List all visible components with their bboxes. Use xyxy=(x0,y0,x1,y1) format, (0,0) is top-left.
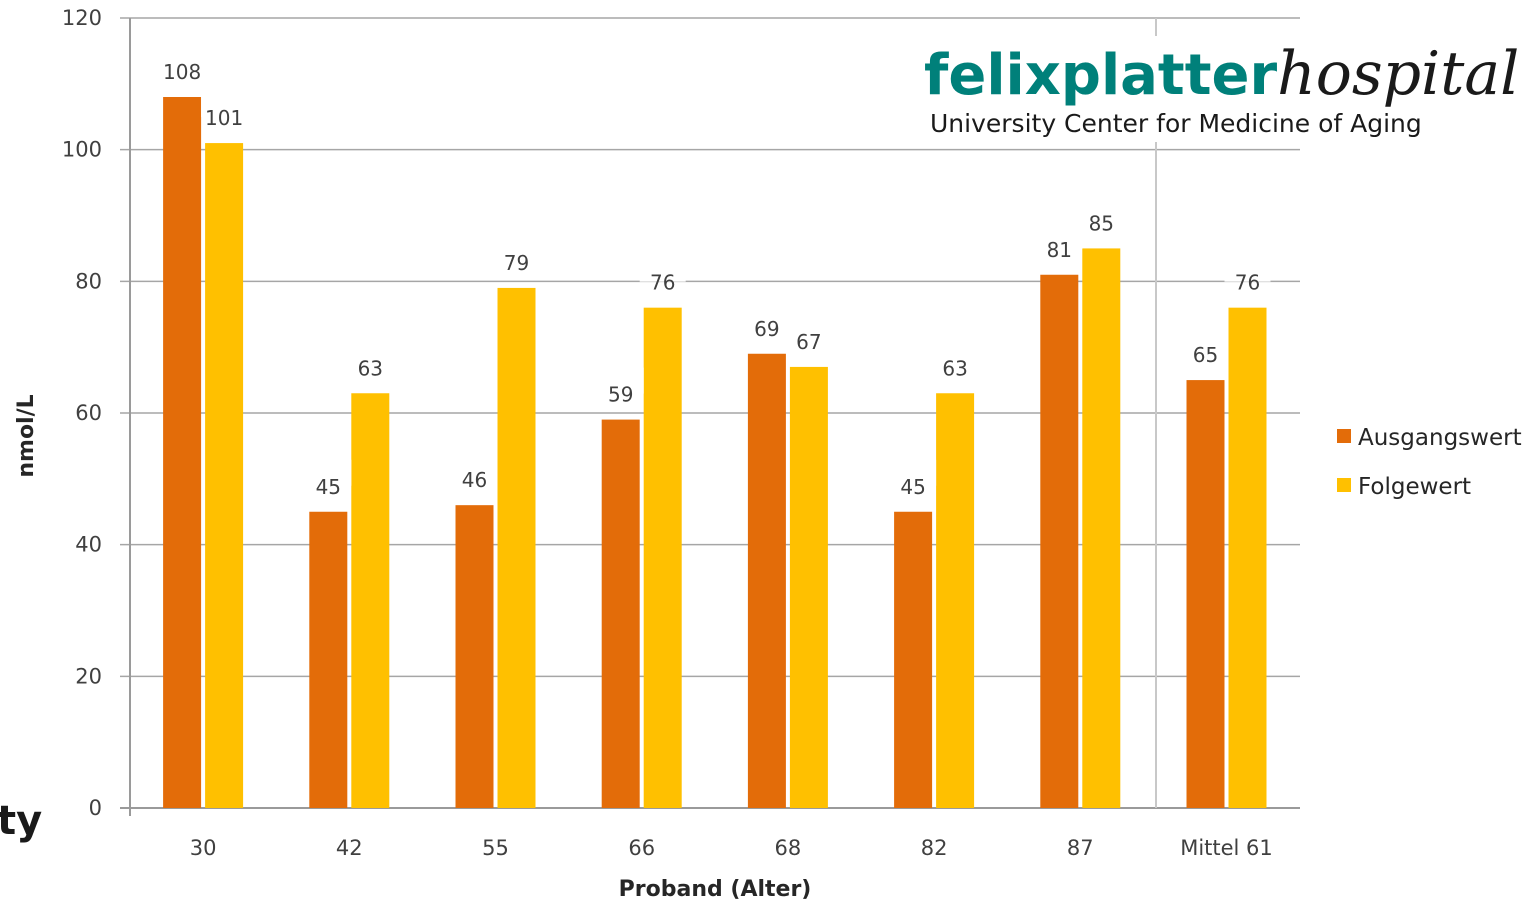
data-label-background xyxy=(451,453,498,480)
y-tick-label: 100 xyxy=(62,138,102,162)
data-label-background xyxy=(743,301,790,328)
data-label: 45 xyxy=(316,475,341,499)
data-label: 63 xyxy=(358,356,383,380)
legend-swatch-folgewert xyxy=(1337,478,1351,492)
x-tick-labels: 30 42 55 66 68 82 87 Mittel 61 xyxy=(190,836,1273,860)
y-tick-label: 0 xyxy=(89,796,102,820)
legend-swatch-ausgangswert xyxy=(1337,429,1351,443)
legend: Ausgangswert Folgewert xyxy=(1337,425,1522,500)
data-label-background xyxy=(1182,328,1229,355)
y-tick-label: 120 xyxy=(62,6,102,30)
x-axis-title: Proband (Alter) xyxy=(619,877,812,902)
y-axis-title: nmol/L xyxy=(14,394,39,477)
bar-folgewert-6 xyxy=(1082,248,1121,808)
logo-italic-text: hospital xyxy=(1277,39,1519,109)
data-label: 81 xyxy=(1047,238,1072,262)
bar-ausgangswert-4 xyxy=(747,353,786,808)
data-label-background xyxy=(932,341,979,368)
bar-folgewert-4 xyxy=(789,366,828,808)
y-tick-label: 20 xyxy=(75,664,102,688)
logo-subtitle: University Center for Medicine of Aging xyxy=(930,109,1422,138)
bar-folgewert-3 xyxy=(643,307,682,808)
data-label-background xyxy=(201,91,248,118)
x-tick-label: 66 xyxy=(628,836,655,860)
logo-main-text: felixplatter xyxy=(924,43,1277,108)
data-label: 76 xyxy=(650,271,675,295)
data-label-background xyxy=(305,459,352,486)
data-label-background xyxy=(890,459,937,486)
bar-folgewert-5 xyxy=(936,393,975,808)
bar-folgewert-7 xyxy=(1228,307,1267,808)
bar-ausgangswert-7 xyxy=(1186,380,1225,808)
bars xyxy=(163,97,1267,809)
data-label: 45 xyxy=(900,475,925,499)
data-label-background xyxy=(639,255,686,282)
data-label-background xyxy=(347,341,394,368)
x-tick-label: 87 xyxy=(1067,836,1094,860)
data-label-background xyxy=(597,367,644,394)
bar-ausgangswert-0 xyxy=(163,97,202,808)
data-label: 85 xyxy=(1089,211,1114,235)
data-label-background xyxy=(493,235,540,262)
x-tick-label: 82 xyxy=(921,836,948,860)
data-label: 67 xyxy=(796,330,821,354)
x-tick-label: 55 xyxy=(482,836,509,860)
data-label-background xyxy=(1036,222,1083,249)
edge-text-fragment: ty xyxy=(0,798,42,844)
logo-background xyxy=(918,36,1508,142)
data-label: 79 xyxy=(504,251,529,275)
y-tick-label: 40 xyxy=(75,533,102,557)
data-label-background xyxy=(785,314,832,341)
x-tick-label: 30 xyxy=(190,836,217,860)
data-label-background xyxy=(159,45,206,71)
data-label: 76 xyxy=(1235,271,1260,295)
bar-ausgangswert-6 xyxy=(1040,274,1079,808)
bar-folgewert-2 xyxy=(497,287,536,809)
y-tick-label: 80 xyxy=(75,269,102,293)
y-tick-label: 60 xyxy=(75,401,102,425)
data-label-background xyxy=(1078,196,1125,223)
x-tick-label: 42 xyxy=(336,836,363,860)
data-label: 63 xyxy=(942,356,967,380)
y-tick-labels: 0 20 40 60 80 100 120 xyxy=(62,6,102,820)
x-tick-label: 68 xyxy=(775,836,802,860)
bar-ausgangswert-5 xyxy=(894,511,933,808)
x-tick-label: Mittel 61 xyxy=(1180,836,1273,860)
legend-label-ausgangswert: Ausgangswert xyxy=(1358,425,1522,451)
legend-label-folgewert: Folgewert xyxy=(1358,474,1471,500)
hospital-logo: felixplatterhospital University Center f… xyxy=(918,36,1519,142)
bar-ausgangswert-3 xyxy=(601,419,640,808)
data-label-background xyxy=(1224,255,1271,282)
logo-wordmark: felixplatterhospital xyxy=(924,39,1519,109)
bar-folgewert-0 xyxy=(205,143,244,809)
data-label: 69 xyxy=(754,317,779,341)
data-label: 108 xyxy=(163,60,201,84)
data-label: 101 xyxy=(205,106,243,130)
data-label: 46 xyxy=(462,468,487,492)
bar-ausgangswert-2 xyxy=(455,505,494,808)
data-label: 59 xyxy=(608,383,633,407)
bar-ausgangswert-1 xyxy=(309,511,348,808)
data-label: 65 xyxy=(1193,343,1218,367)
bar-folgewert-1 xyxy=(351,393,390,808)
